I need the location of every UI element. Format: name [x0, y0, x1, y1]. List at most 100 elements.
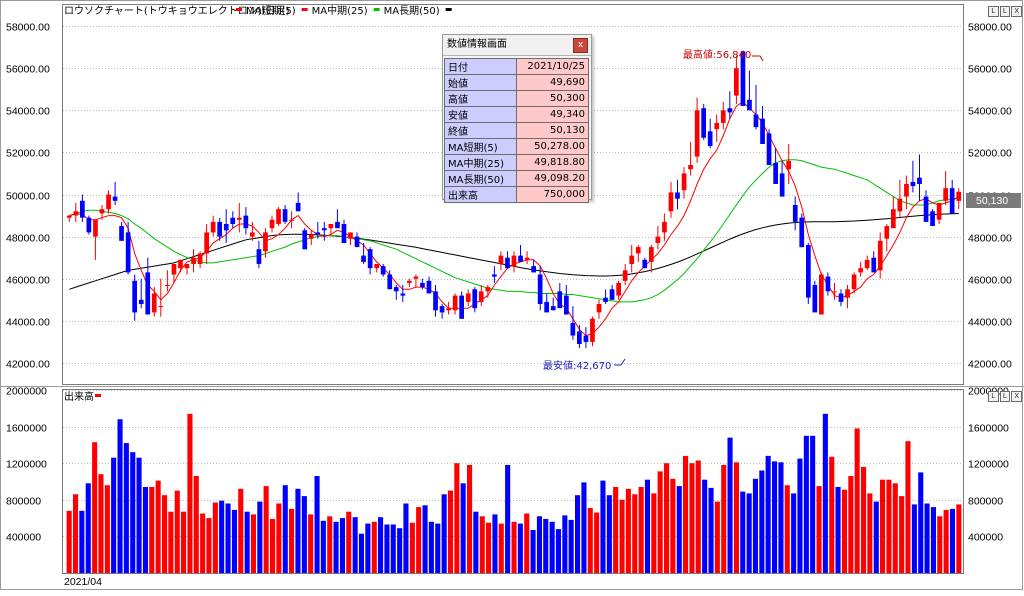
candle-body — [250, 232, 255, 237]
candle-body — [197, 253, 203, 264]
legend-swatch — [301, 8, 308, 11]
info-value: 750,000 — [516, 186, 589, 203]
candle-body — [335, 221, 340, 229]
volume-bar — [473, 511, 479, 573]
volume-bar — [320, 520, 326, 573]
candle-body — [354, 236, 360, 248]
volume-bar — [358, 533, 364, 573]
info-panel-close-button[interactable]: x — [573, 38, 588, 53]
volume-y-axis-left: 400000 800000 1200000 1600000 2000000 — [6, 386, 47, 544]
candle-body — [459, 295, 464, 319]
candle-body — [276, 209, 281, 224]
volume-bar — [219, 500, 225, 573]
info-value: 2021/10/25 — [516, 58, 589, 75]
info-row: MA長期(50) 49,098.20 — [444, 170, 589, 187]
chart-title: ロウソクチャート(トウキョウエレクトロン)(日足) — [64, 5, 290, 17]
candle-body — [766, 133, 772, 165]
candle-body — [747, 99, 752, 111]
price-tick-label-right: 48000.00 — [968, 233, 1012, 245]
volume-tick-label-right: 1200000 — [968, 459, 1009, 471]
candle-body — [544, 301, 549, 313]
pane-button-left[interactable]: L — [988, 6, 999, 17]
candle-body — [760, 118, 765, 144]
candle-body — [511, 255, 517, 267]
volume-bar — [282, 485, 288, 573]
volume-bar — [714, 501, 720, 573]
candle-body — [204, 232, 209, 254]
volume-bar — [467, 465, 473, 573]
volume-bar — [422, 505, 428, 573]
volume-bar — [390, 524, 396, 573]
volume-bar — [339, 518, 345, 573]
candle-body — [622, 270, 628, 281]
volume-bar — [524, 513, 530, 573]
price-tick-label-left: 58000.00 — [6, 22, 50, 34]
volume-bar — [187, 413, 193, 573]
candle-body — [681, 173, 687, 191]
pane-button-middle[interactable]: L — [999, 6, 1011, 17]
candle-body — [832, 291, 837, 293]
volume-bar — [289, 508, 295, 573]
date-axis-label: 2021/04 — [64, 576, 102, 588]
volume-bar — [530, 530, 536, 573]
volume-bar — [670, 478, 676, 573]
volume-bar — [867, 493, 873, 573]
volume-bar — [886, 479, 892, 573]
candle-body — [740, 51, 746, 106]
info-row: 出来高 750,000 — [444, 186, 589, 203]
candle-body — [577, 331, 582, 344]
candle-body — [367, 249, 373, 269]
volume-tick-label-left: 400000 — [6, 532, 41, 544]
volume-bar — [384, 524, 390, 573]
candle-body — [753, 114, 759, 128]
candle-body — [779, 173, 785, 197]
candle-body — [786, 160, 791, 170]
candle-body — [897, 198, 903, 212]
volume-bar — [517, 523, 523, 573]
price-tick-label-left: 50000.00 — [6, 191, 50, 203]
candle-body — [642, 259, 648, 269]
candle-body — [413, 276, 419, 279]
candle-body — [917, 177, 922, 184]
legend-entry: MA中期(25) — [312, 4, 368, 17]
volume-bar — [511, 521, 517, 573]
volume-bar — [174, 490, 180, 573]
legend-entry: MA長期(50) — [384, 5, 440, 17]
info-row: 日付 2021/10/25 — [444, 58, 589, 75]
info-key: MA中期(25) — [444, 154, 517, 171]
candle-body — [341, 224, 347, 243]
candle-body — [635, 247, 641, 254]
pane-button-middle[interactable]: L — [999, 391, 1011, 402]
pane-button-close[interactable]: X — [1011, 391, 1023, 402]
candle-body — [145, 272, 151, 315]
volume-bar — [123, 443, 129, 573]
candle-body — [537, 274, 543, 304]
numeric-info-panel[interactable]: 数値情報画面 x 日付 2021/10/25 始値 49,690 高値 50,300 安値 4… — [442, 34, 592, 203]
volume-bar — [454, 463, 460, 573]
pane-button-close[interactable]: X — [1011, 6, 1023, 17]
volume-bar — [98, 474, 104, 573]
candle-body — [792, 205, 798, 222]
candle-body — [93, 219, 98, 237]
volume-bar — [111, 457, 117, 573]
price-pane-controls: L L X — [988, 6, 1023, 17]
info-value: 50,278.00 — [516, 138, 589, 155]
volume-pane-label: 出来高 — [64, 390, 94, 403]
candle-body — [675, 192, 680, 199]
candle-body — [550, 306, 556, 311]
pane-button-left[interactable]: L — [988, 391, 999, 402]
volume-bar — [892, 483, 898, 573]
volume-bar — [816, 486, 822, 573]
info-panel-title: 数値情報画面 — [447, 39, 507, 50]
candle-body — [439, 306, 445, 313]
volume-bar — [676, 486, 682, 573]
volume-bar — [149, 487, 155, 573]
volume-bar — [829, 456, 835, 573]
chart-legend: MA短期(5) MA中期(25) MA長期(50) — [236, 4, 452, 17]
info-panel-titlebar[interactable]: 数値情報画面 x — [443, 35, 591, 56]
price-tick-label-left: 54000.00 — [6, 106, 50, 118]
candle-body — [237, 217, 242, 220]
volume-bar — [924, 503, 930, 573]
candle-body — [407, 280, 412, 283]
volume-bar — [594, 512, 600, 573]
